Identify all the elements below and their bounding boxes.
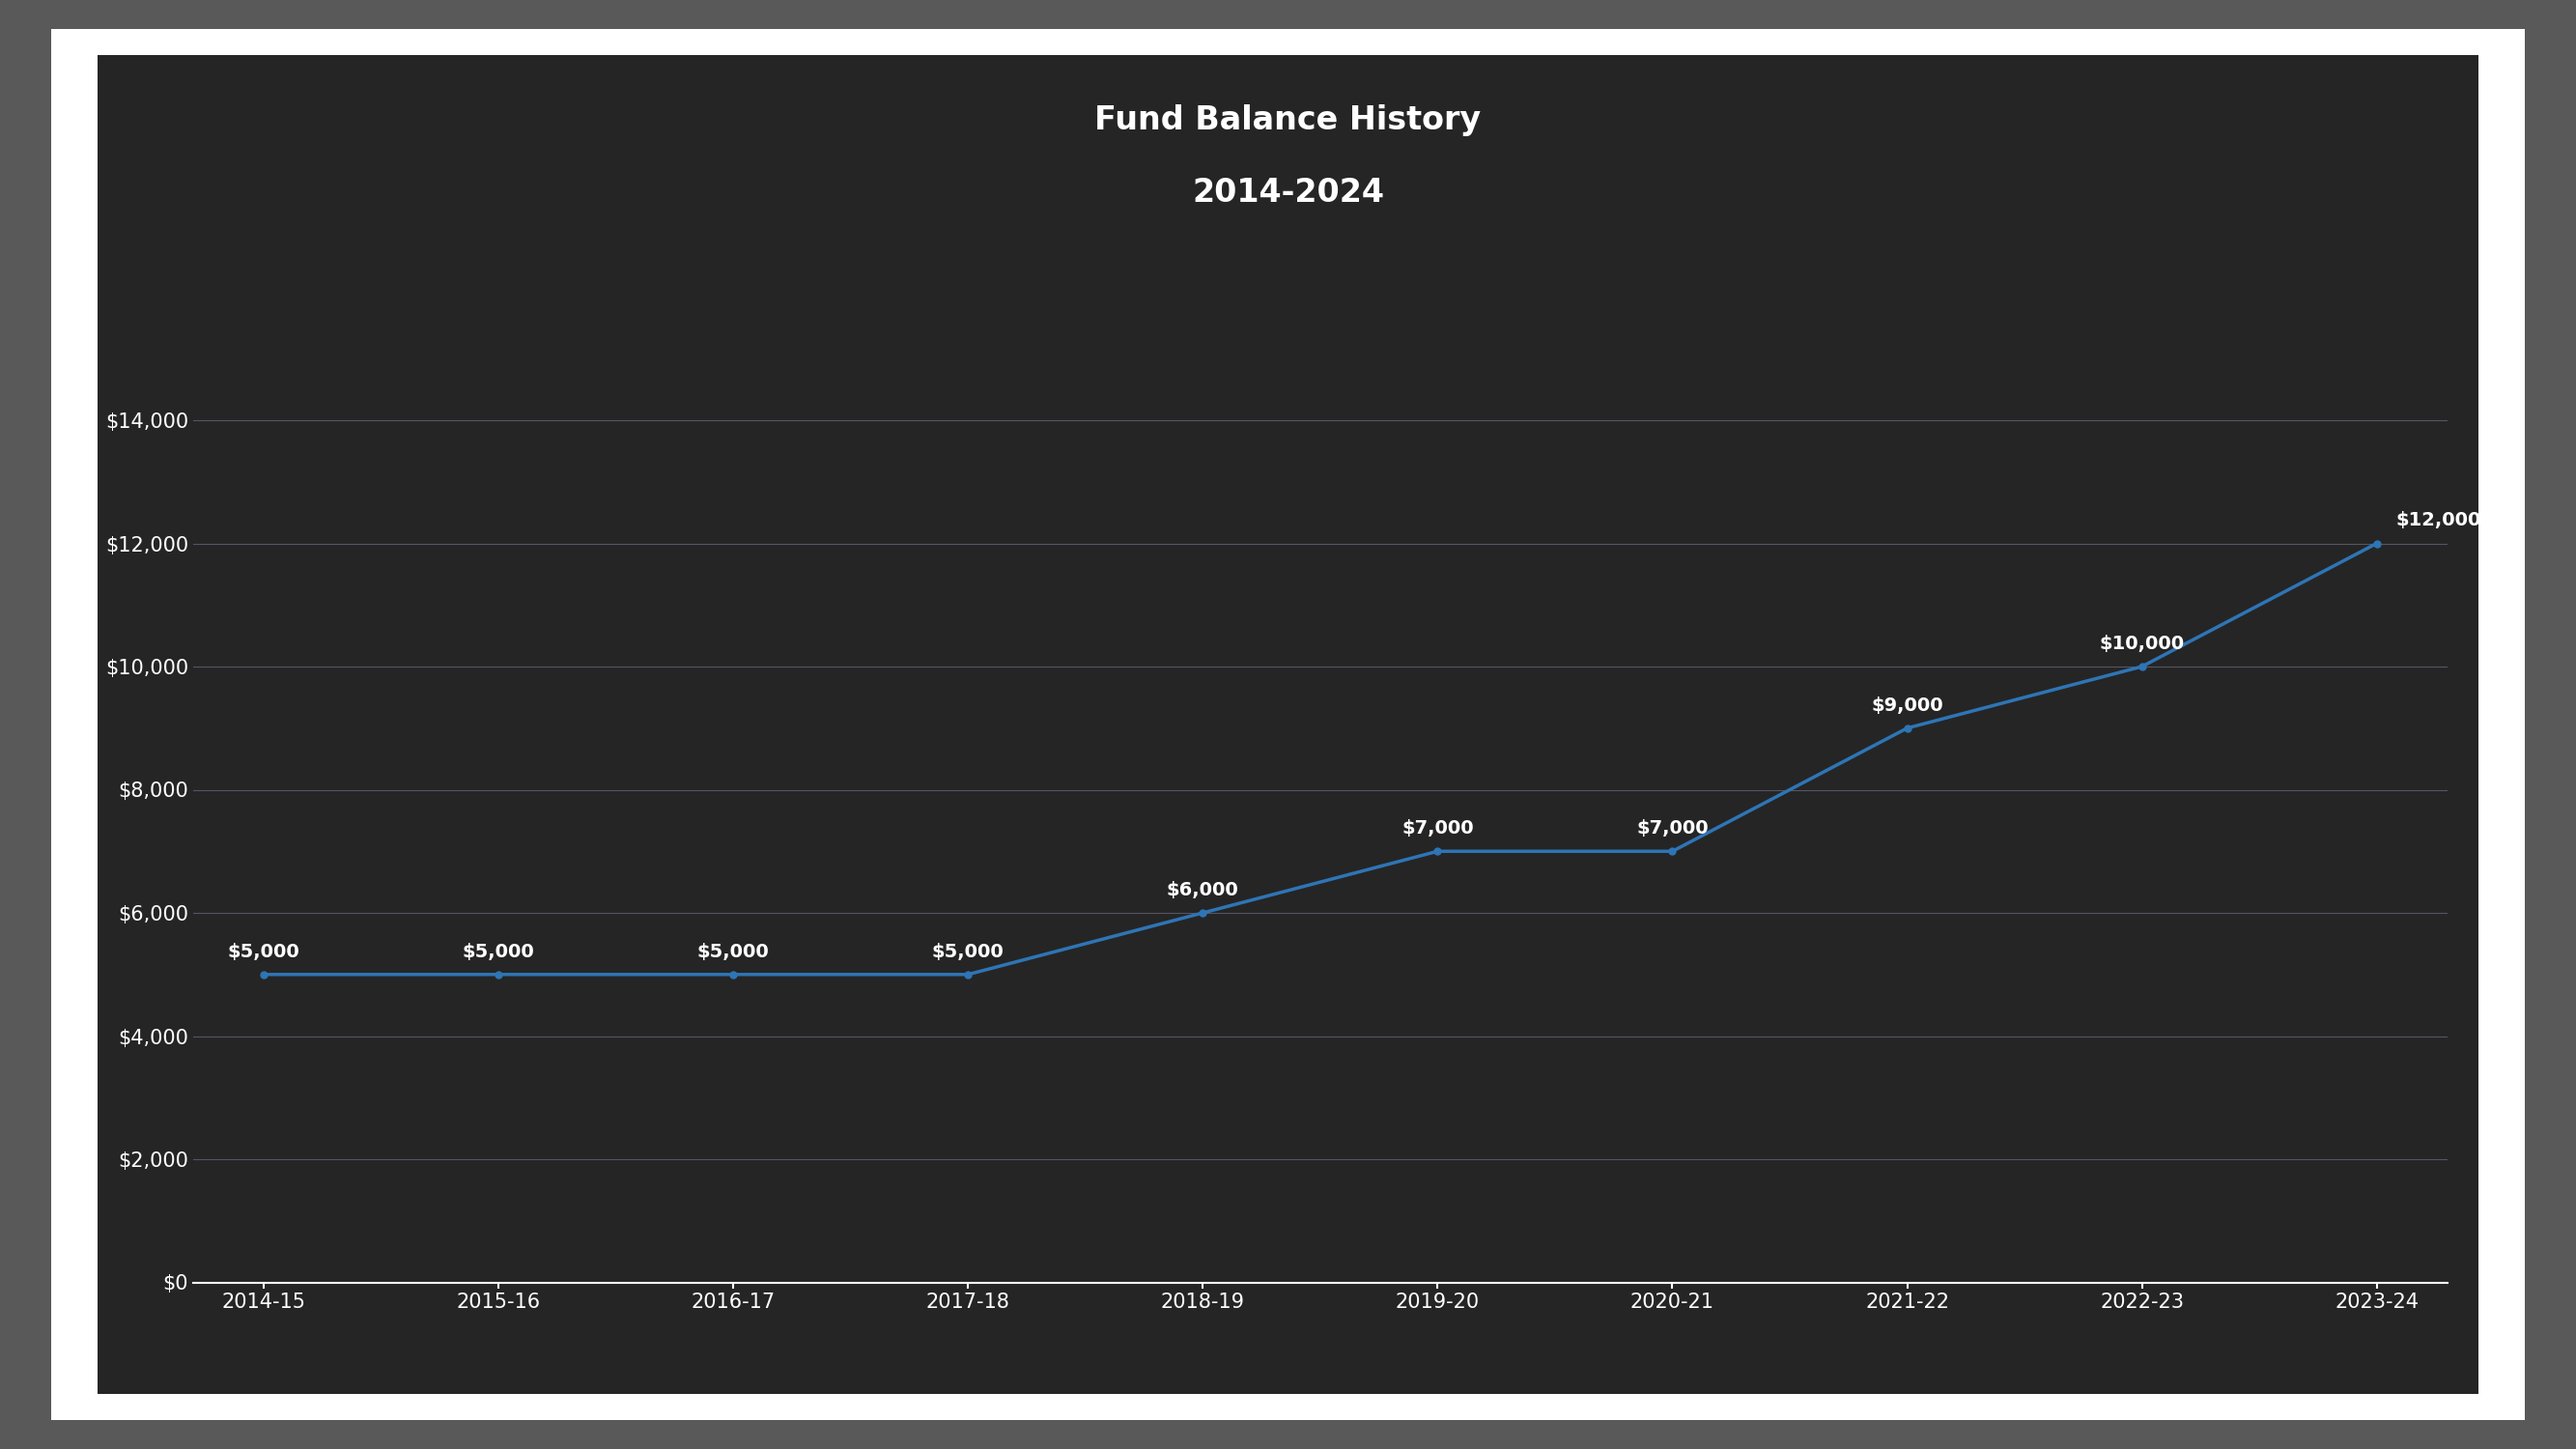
Text: $6,000: $6,000 — [1167, 881, 1239, 900]
Text: $7,000: $7,000 — [1401, 819, 1473, 838]
Text: $5,000: $5,000 — [698, 942, 770, 961]
Text: $10,000: $10,000 — [2099, 635, 2184, 653]
Text: $12,000: $12,000 — [2396, 511, 2481, 530]
Text: 2014-2024: 2014-2024 — [1193, 177, 1383, 209]
Text: $5,000: $5,000 — [461, 942, 536, 961]
Text: Fund Balance History: Fund Balance History — [1095, 104, 1481, 136]
Text: $7,000: $7,000 — [1636, 819, 1708, 838]
Text: $5,000: $5,000 — [227, 942, 299, 961]
Text: $5,000: $5,000 — [933, 942, 1005, 961]
Text: $9,000: $9,000 — [1870, 696, 1942, 714]
